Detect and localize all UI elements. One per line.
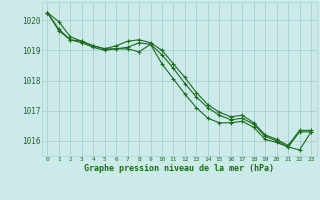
X-axis label: Graphe pression niveau de la mer (hPa): Graphe pression niveau de la mer (hPa)	[84, 164, 274, 173]
